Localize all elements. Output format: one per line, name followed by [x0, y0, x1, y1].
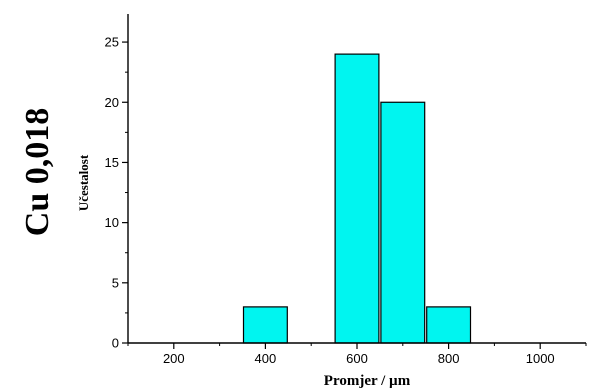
bar-400: [242, 306, 288, 344]
x-tick-label-1000: 1000: [526, 351, 555, 366]
bars-layer: [242, 53, 472, 344]
bar-600: [334, 53, 380, 344]
bar-700: [380, 101, 426, 344]
x-axis-title: Promjer / µm: [324, 373, 411, 389]
y-tick-label-10: 10: [105, 215, 119, 230]
y-tick-label-5: 5: [112, 275, 119, 290]
bar-800: [426, 306, 472, 344]
x-tick-label-400: 400: [255, 351, 277, 366]
y-axis-title: Učestalost: [76, 154, 91, 211]
sample-label: Cu 0,018: [19, 108, 56, 236]
y-tick-label-25: 25: [105, 35, 119, 50]
x-tick-label-800: 800: [438, 351, 460, 366]
axes-layer: 0 5 10 15 20 25 200 400 600 800 1000: [105, 14, 587, 366]
x-tick-label-200: 200: [163, 351, 185, 366]
y-tick-label-0: 0: [112, 336, 119, 351]
y-tick-label-20: 20: [105, 95, 119, 110]
y-tick-label-15: 15: [105, 155, 119, 170]
x-tick-label-600: 600: [346, 351, 368, 366]
